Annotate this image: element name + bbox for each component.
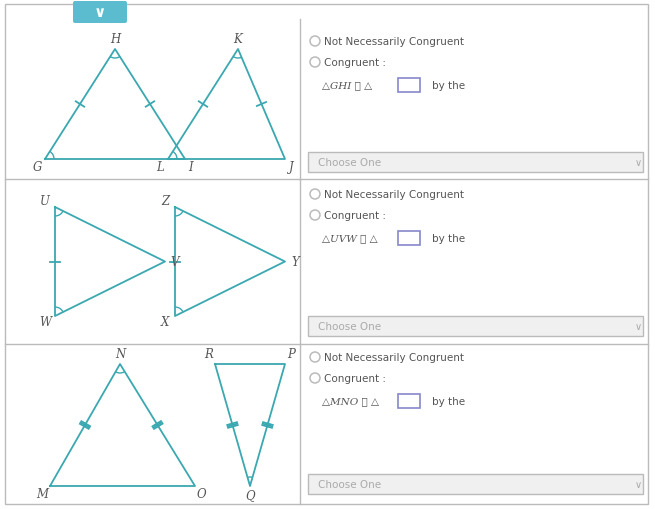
Text: J: J <box>289 161 293 174</box>
Text: Y: Y <box>291 256 299 268</box>
Bar <box>308 474 643 494</box>
Text: V: V <box>171 256 179 268</box>
Text: R: R <box>204 348 214 361</box>
Text: by the: by the <box>432 234 465 243</box>
Text: P: P <box>287 348 295 361</box>
Text: K: K <box>234 34 242 46</box>
Text: △MNO ≅ △: △MNO ≅ △ <box>322 397 379 406</box>
FancyBboxPatch shape <box>73 2 127 24</box>
Bar <box>398 394 420 408</box>
Text: Not Necessarily Congruent: Not Necessarily Congruent <box>324 37 464 47</box>
Text: ∨: ∨ <box>94 6 106 20</box>
Text: ∨: ∨ <box>635 158 641 167</box>
Text: G: G <box>32 161 42 174</box>
Text: Z: Z <box>161 195 169 208</box>
Text: ∨: ∨ <box>635 321 641 331</box>
Text: X: X <box>161 316 169 329</box>
Text: M: M <box>36 488 48 500</box>
Bar <box>398 79 420 93</box>
Text: △UVW ≅ △: △UVW ≅ △ <box>322 234 378 243</box>
Text: Choose One: Choose One <box>318 321 381 331</box>
Text: Congruent :: Congruent : <box>324 373 386 383</box>
Text: W: W <box>39 316 51 329</box>
Text: N: N <box>115 348 125 361</box>
Text: ∨: ∨ <box>635 479 641 489</box>
Text: Q: Q <box>245 489 255 501</box>
Text: H: H <box>110 34 120 46</box>
Bar <box>398 232 420 245</box>
Text: Not Necessarily Congruent: Not Necessarily Congruent <box>324 190 464 200</box>
Text: U: U <box>40 195 50 208</box>
Text: by the: by the <box>432 396 465 406</box>
Text: by the: by the <box>432 81 465 91</box>
Text: L: L <box>156 161 164 174</box>
Text: I: I <box>188 161 193 174</box>
Text: Choose One: Choose One <box>318 158 381 167</box>
Text: Congruent :: Congruent : <box>324 58 386 68</box>
Text: O: O <box>196 488 206 500</box>
Text: Congruent :: Congruent : <box>324 211 386 220</box>
Text: Choose One: Choose One <box>318 479 381 489</box>
Text: Not Necessarily Congruent: Not Necessarily Congruent <box>324 352 464 362</box>
Text: △GHI ≅ △: △GHI ≅ △ <box>322 81 372 90</box>
Bar <box>308 317 643 336</box>
Bar <box>308 153 643 173</box>
